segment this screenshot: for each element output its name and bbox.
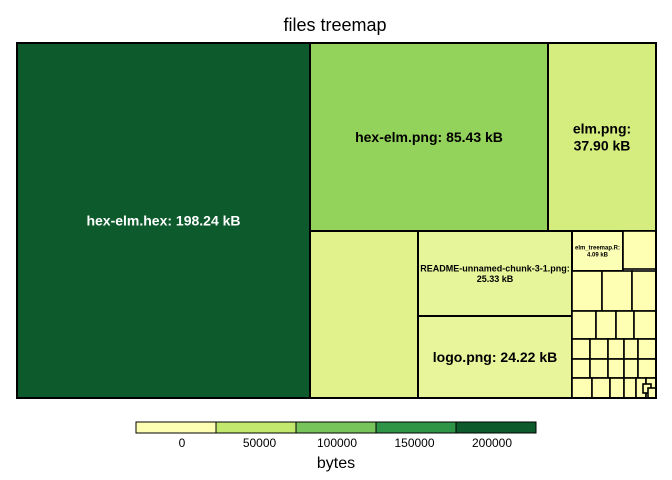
small-file-tile (607, 338, 625, 360)
tile-value-label: 25.33 kB (477, 274, 514, 284)
legend-tick-label: 50000 (243, 436, 277, 450)
small-file-tile (623, 358, 639, 379)
legend-tick-label: 100000 (317, 436, 357, 450)
legend-swatch (455, 421, 537, 434)
tile-value-label: 37.90 kB (574, 137, 631, 153)
small-file-tile (633, 310, 657, 340)
small-file-tile (589, 338, 609, 360)
tile-label: elm.png: (573, 121, 631, 137)
small-file-tile (601, 270, 633, 312)
tile-value-label: 4.09 kB (587, 253, 609, 259)
legend-swatch (215, 421, 297, 434)
treemap-tile (309, 230, 419, 399)
legend-tick-label: 0 (179, 436, 186, 450)
small-file-tile (647, 387, 657, 399)
legend-swatch (375, 421, 457, 434)
treemap-tile (16, 42, 311, 399)
small-file-tiles (571, 230, 657, 399)
small-file-tile (571, 358, 591, 379)
small-file-tile (571, 270, 603, 312)
tile-label: README-unnamed-chunk-3-1.png: (420, 263, 570, 273)
small-file-tile (571, 310, 597, 340)
small-file-tile (607, 358, 625, 379)
treemap-tiles (16, 42, 657, 399)
treemap-tile (417, 315, 573, 399)
tile-label: logo.png: 24.22 kB (433, 349, 557, 365)
tile-label: hex-elm.png: 85.43 kB (355, 129, 503, 145)
small-file-tile (623, 377, 637, 399)
small-file-tile (631, 270, 657, 312)
small-file-tile (623, 338, 639, 360)
color-legend: 0 50000 100000 150000 200000 (135, 421, 537, 450)
small-file-tile (591, 377, 611, 399)
small-file-tile (637, 358, 657, 379)
small-file-tile (609, 377, 625, 399)
small-file-tile (571, 377, 593, 399)
legend-tick-label: 200000 (472, 436, 512, 450)
legend-tick-label: 150000 (394, 436, 434, 450)
small-file-tile (637, 338, 657, 360)
treemap-border (16, 42, 657, 399)
tile-label: elm_treemap.R: (575, 246, 620, 252)
small-file-tile (571, 338, 591, 360)
legend-swatch (135, 421, 217, 434)
small-file-tile (622, 230, 657, 270)
tile-label: hex-elm.hex: 198.24 kB (86, 212, 240, 228)
small-file-tile (615, 310, 635, 340)
legend-swatch (295, 421, 377, 434)
small-file-tile (595, 310, 617, 340)
treemap-tile (309, 42, 549, 232)
small-file-tile (589, 358, 609, 379)
legend-title: bytes (317, 455, 355, 472)
chart-title: files treemap (283, 15, 386, 35)
tile-labels: hex-elm.hex: 198.24 kB hex-elm.png: 85.43… (86, 121, 631, 365)
